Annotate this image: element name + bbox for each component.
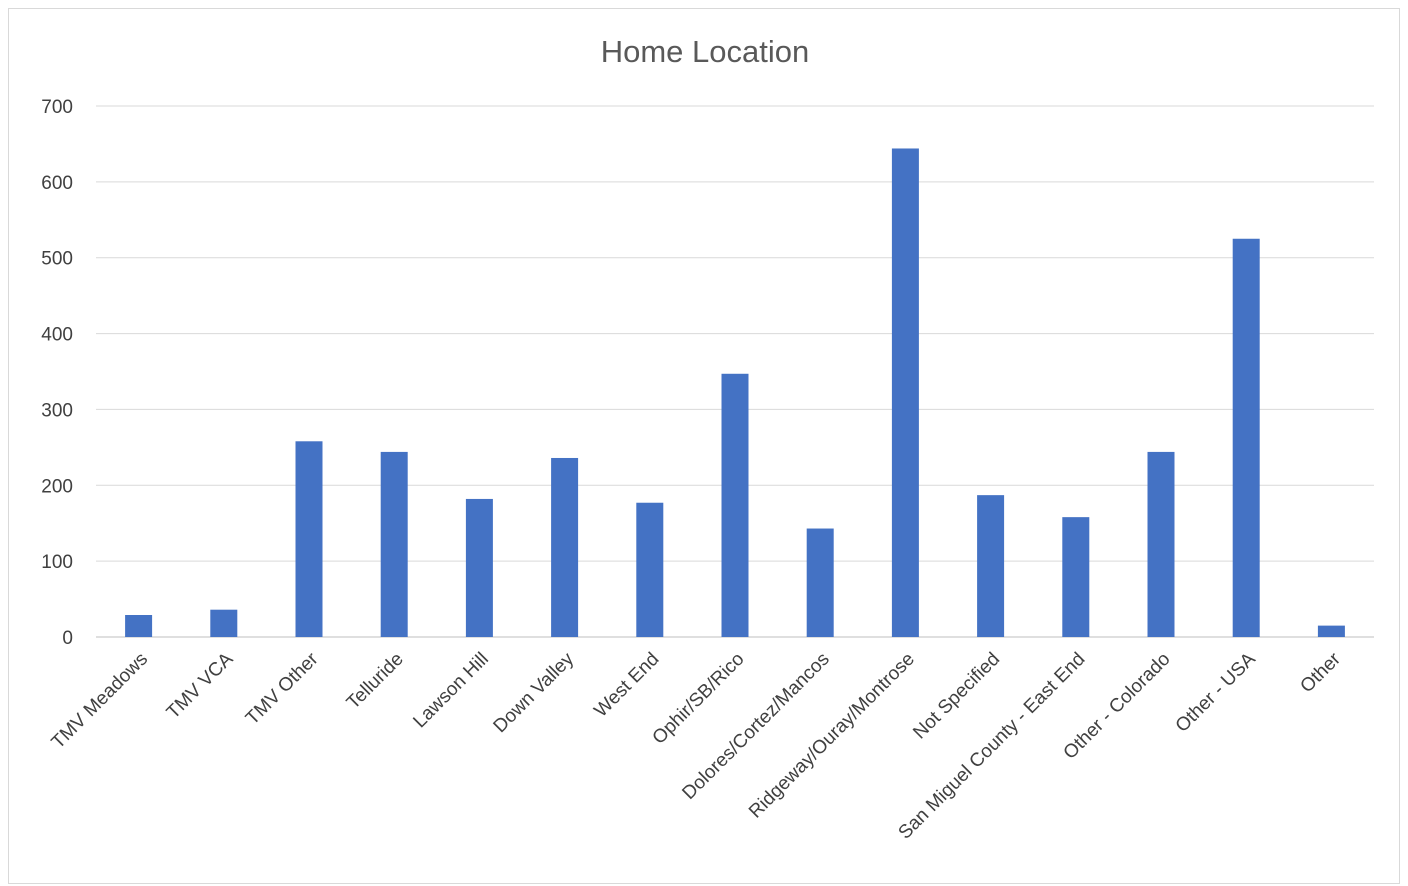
bar xyxy=(210,609,238,637)
x-category-label: West End xyxy=(590,649,663,722)
bar xyxy=(380,451,408,637)
bars xyxy=(125,148,1345,638)
bar xyxy=(806,528,834,637)
x-category-label: Other xyxy=(1296,648,1345,697)
bar xyxy=(721,373,749,637)
y-tick-label: 400 xyxy=(41,325,73,346)
x-category-label: Ridgeway/Ouray/Montrose xyxy=(745,649,919,823)
y-tick-label: 500 xyxy=(41,249,73,270)
y-tick-label: 600 xyxy=(41,173,73,194)
x-category-label: San Miguel County - East End xyxy=(895,649,1090,844)
x-category-label: Not Specified xyxy=(909,649,1004,744)
bar xyxy=(465,498,493,637)
x-category-label: Down Valley xyxy=(490,648,579,737)
x-category-label: TMV Other xyxy=(242,648,323,729)
bar xyxy=(1062,517,1090,637)
bar xyxy=(295,441,323,637)
y-tick-label: 100 xyxy=(41,552,73,573)
y-tick-label: 300 xyxy=(41,400,73,421)
x-category-label: TMV VCA xyxy=(163,648,238,723)
bar xyxy=(125,615,153,637)
bar xyxy=(636,502,664,637)
y-tick-label: 700 xyxy=(41,97,73,118)
bar xyxy=(891,148,919,638)
x-category-label: TMV Meadows xyxy=(48,649,152,753)
bar xyxy=(1317,625,1345,637)
x-category-label: Dolores/Cortez/Mancos xyxy=(679,649,834,804)
bar xyxy=(551,457,579,637)
y-tick-label: 200 xyxy=(41,476,73,497)
bar xyxy=(1147,451,1175,637)
x-category-label: Lawson Hill xyxy=(409,649,493,733)
y-axis-tick-labels: 0 100 200 300 400 500 600 700 xyxy=(41,97,73,649)
bar xyxy=(977,495,1005,637)
chart-area xyxy=(8,8,1400,884)
y-tick-label: 0 xyxy=(62,628,73,649)
bar xyxy=(1232,238,1260,637)
x-axis-category-labels: TMV Meadows TMV VCA TMV Other Telluride Laws… xyxy=(48,648,1346,843)
x-category-label: Telluride xyxy=(343,649,408,714)
chart-title: Home Location xyxy=(601,34,810,69)
x-category-label: Other - USA xyxy=(1172,648,1260,736)
